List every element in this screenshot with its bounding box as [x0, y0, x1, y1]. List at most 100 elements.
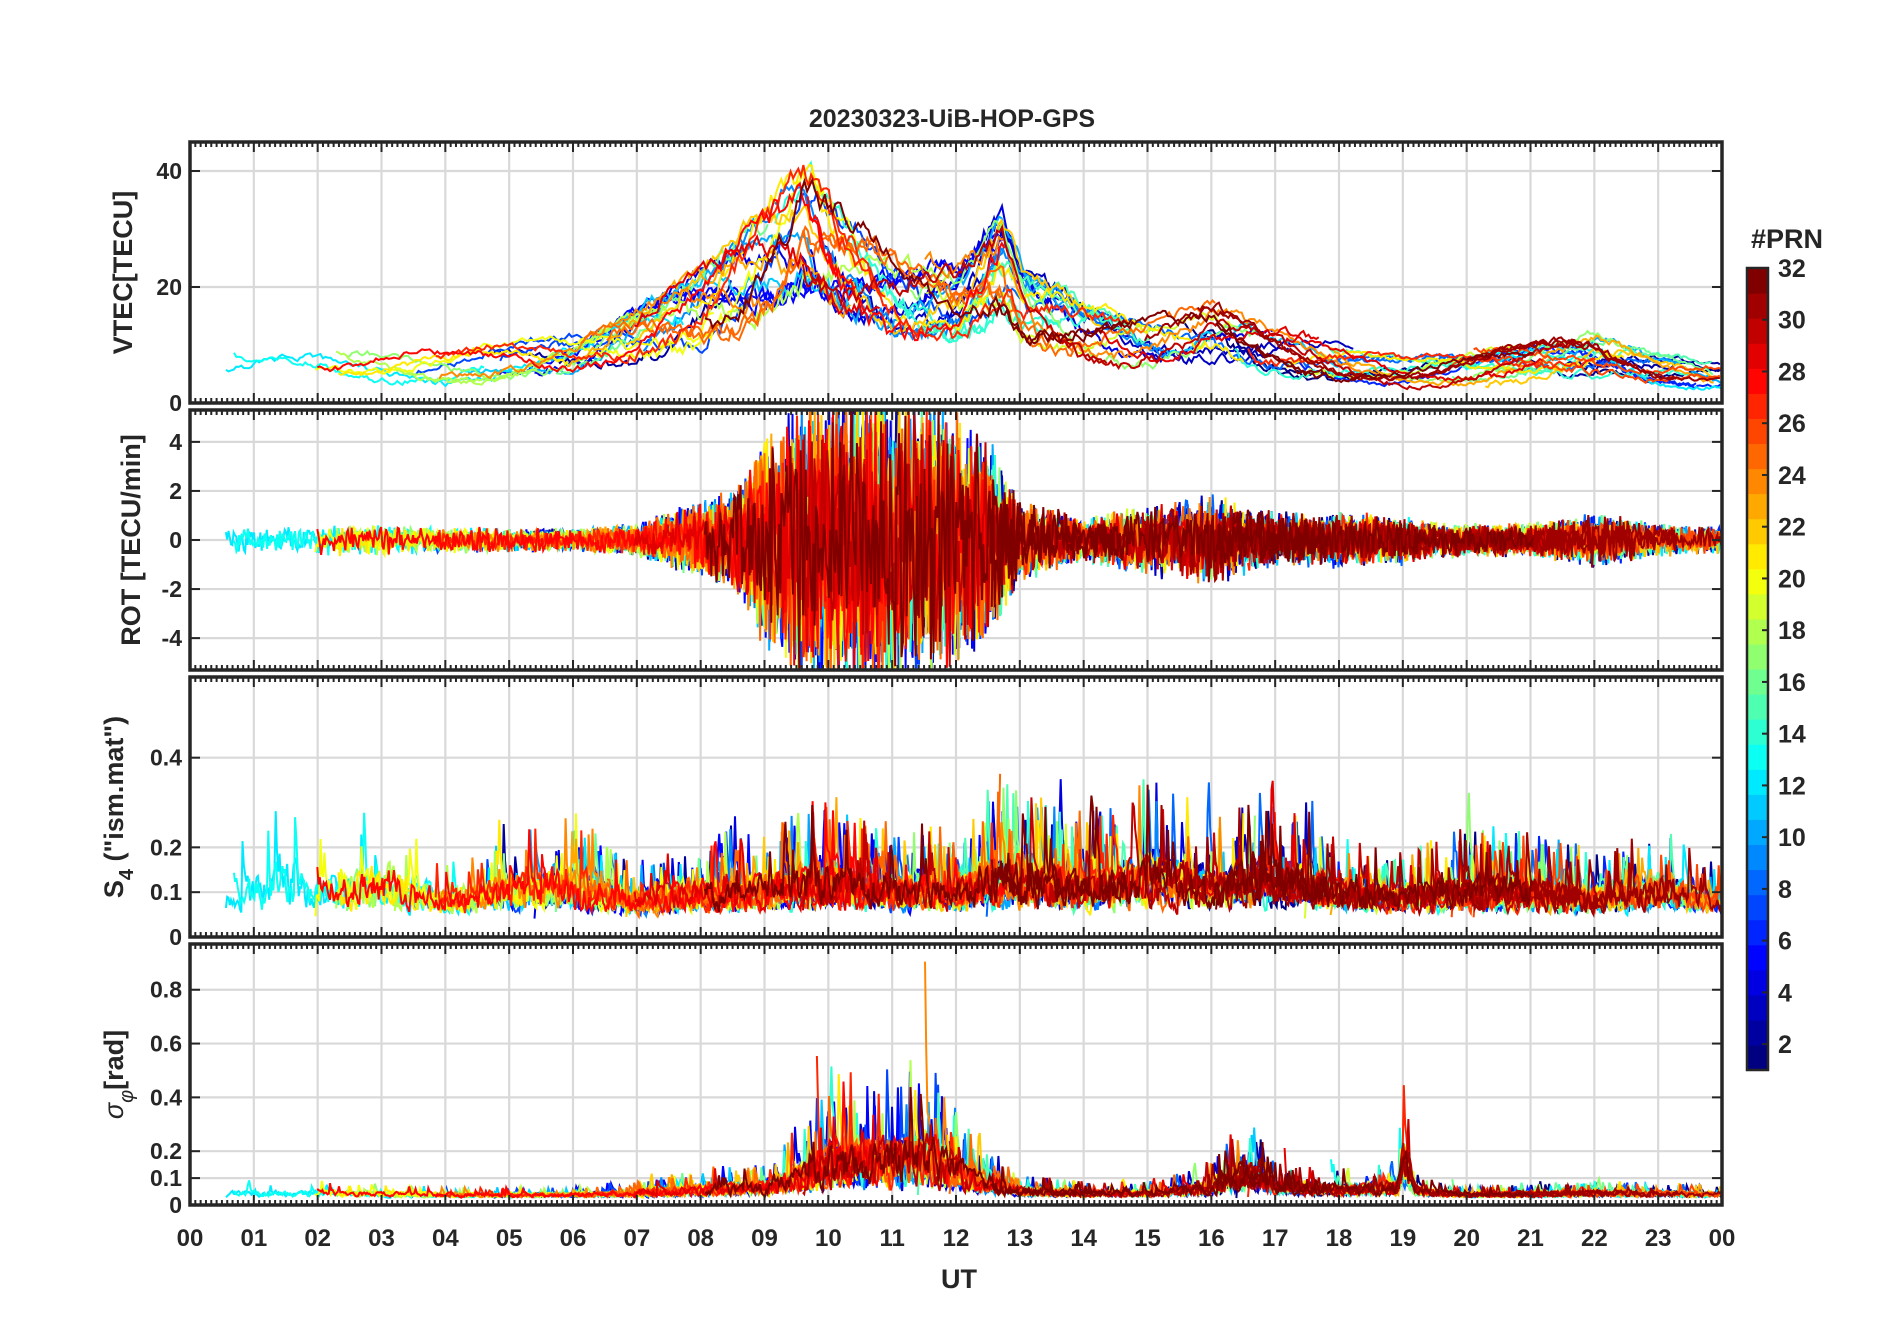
chart-title: 20230323-UiB-HOP-GPS — [809, 105, 1095, 133]
colorbar-segment — [1747, 518, 1768, 545]
prn-series-line — [1328, 347, 1713, 377]
x-ticks — [189, 142, 1723, 403]
prn-series-line — [633, 833, 881, 914]
colorbar-segment — [1747, 318, 1768, 344]
x-tick-label: 12 — [943, 1225, 970, 1252]
colorbar-segment — [1747, 293, 1768, 319]
prn-series-line — [346, 316, 647, 381]
x-tick-label: 17 — [1262, 1225, 1289, 1252]
x-tick-label: 08 — [687, 1225, 714, 1252]
x-tick-label: 20 — [1453, 1225, 1480, 1252]
colorbar-segment — [1747, 543, 1768, 570]
y-axis-label-main: S — [99, 880, 129, 898]
panel-s4: 0 0.1 0.2 0.4 S4 ("ism.mat") — [99, 675, 1724, 950]
y-tick-label: 0.2 — [150, 1138, 182, 1164]
y-tick-label: 4 — [169, 429, 182, 455]
x-tick-label: 03 — [368, 1225, 395, 1252]
colorbar-label: #PRN — [1751, 224, 1823, 254]
prn-series-line — [1463, 343, 1722, 391]
x-tick-label: 11 — [879, 1225, 904, 1252]
colorbar-tick-label: 6 — [1778, 928, 1792, 956]
colorbar-tick-label: 16 — [1778, 669, 1806, 697]
x-tick-label: 00 — [1709, 1225, 1736, 1252]
prn-series-line — [704, 177, 1133, 345]
prn-series-line — [1215, 1150, 1534, 1199]
prn-series-line — [316, 410, 859, 670]
x-tick-label: 16 — [1198, 1225, 1225, 1252]
y-tick-label: 0.4 — [150, 1084, 182, 1110]
prn-series-line — [704, 1087, 1134, 1199]
colorbar-segment — [1747, 744, 1768, 770]
colorbar-segment — [1747, 393, 1768, 419]
y-axis-label-main: σ — [99, 1101, 129, 1119]
x-ticks — [189, 944, 1723, 1205]
colorbar-segment — [1747, 468, 1768, 495]
colorbar-tick-label: 22 — [1778, 514, 1806, 542]
colorbar-segment — [1747, 1019, 1768, 1046]
colorbar-tick-label: 26 — [1778, 410, 1806, 438]
prn-series-line — [1196, 840, 1632, 915]
y-tick-label: 0.4 — [150, 745, 182, 771]
colorbar-tick-label: 30 — [1778, 307, 1806, 335]
colorbar-segment — [1747, 994, 1768, 1021]
colorbar-segment — [1747, 268, 1768, 294]
colorbar-tick-label: 20 — [1778, 565, 1806, 593]
prn-series-line — [580, 224, 1075, 358]
y-axis-label: ROT [TECU/min] — [116, 434, 146, 645]
colorbar-segment — [1747, 869, 1768, 896]
prn-series-line — [316, 181, 857, 374]
colorbar-segment — [1747, 418, 1768, 445]
x-tick-label: 06 — [560, 1225, 587, 1252]
prn-series-line — [985, 284, 1457, 371]
colorbar-segment — [1747, 343, 1768, 369]
colorbar-frame — [1745, 266, 1770, 1072]
x-axis-label: UT — [941, 1264, 977, 1294]
prn-series-line — [693, 163, 1245, 363]
panel-rot: -4 -2 0 2 4 ROT [TECU/min] — [116, 408, 1724, 672]
y-tick-label: 0 — [169, 924, 182, 950]
x-axis: 00 01 02 03 04 05 06 07 08 09 10 11 12 13 14 15 16 17 18 19… — [177, 1225, 1736, 1252]
y-tick-label: 0.6 — [150, 1031, 182, 1057]
prn-series-line — [1553, 359, 1721, 379]
prn-series-line — [990, 479, 1329, 607]
x-tick-label: 02 — [304, 1225, 331, 1252]
colorbar-tick-label: 4 — [1778, 979, 1792, 1007]
prn-series-line — [1393, 329, 1627, 384]
colorbar-segment — [1747, 669, 1768, 695]
y-tick-label: 0 — [169, 390, 182, 416]
colorbar-segment — [1747, 919, 1768, 946]
panel-vtec: 0 20 40 VTEC[TECU] — [108, 140, 1724, 416]
y-tick-label: 0.8 — [150, 977, 182, 1003]
prn-series-line — [1196, 305, 1630, 382]
colorbar-segment — [1747, 593, 1768, 620]
colorbar-segment — [1747, 769, 1768, 795]
series-group — [224, 410, 1722, 670]
x-tick-label: 19 — [1389, 1225, 1416, 1252]
prn-series-line — [438, 285, 770, 380]
x-tick-label: 07 — [623, 1225, 650, 1252]
prn-series-line — [1215, 811, 1534, 911]
colorbar-segment — [1747, 969, 1768, 996]
x-tick-label: 09 — [751, 1225, 778, 1252]
colorbar-segment — [1747, 643, 1768, 670]
prn-series-line — [1469, 336, 1720, 382]
y-axis-label-rest: ("ism.mat") — [99, 716, 129, 869]
colorbar-segment — [1747, 1044, 1768, 1071]
colorbar-tick-label: 14 — [1778, 721, 1806, 749]
prn-series-line — [806, 196, 1006, 342]
y-tick-label: 0.2 — [150, 834, 182, 860]
colorbar-tick-label: 10 — [1778, 824, 1806, 852]
series-group — [224, 773, 1722, 920]
y-axis-label-sub: 4 — [116, 868, 138, 880]
prn-series-line — [1473, 346, 1722, 376]
y-tick-label: -4 — [162, 625, 183, 651]
y-tick-label: 0.1 — [150, 879, 182, 905]
y-tick-label: -2 — [162, 576, 182, 602]
prn-series-line — [948, 265, 1216, 353]
prn-series-line — [316, 801, 859, 916]
colorbar-tick-label: 8 — [1778, 876, 1792, 904]
colorbar-segment — [1747, 694, 1768, 720]
y-axis-label-sub: φ — [116, 1090, 138, 1103]
